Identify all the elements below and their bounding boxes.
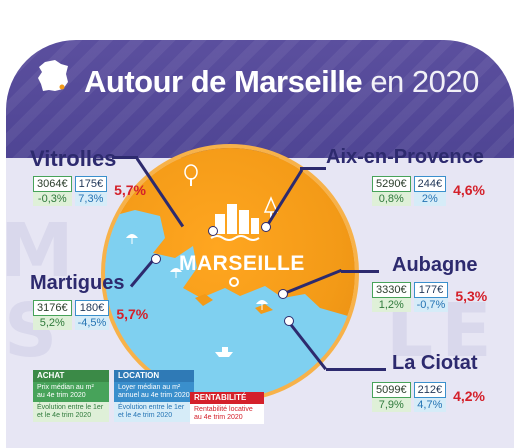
page-title: Autour de Marseille en 2020 [84, 64, 479, 100]
loyer-evolution: 2% [413, 192, 447, 206]
umbrella-icon [170, 268, 182, 278]
legend-location-line3: Évolution entre le 1er [118, 404, 185, 411]
title-main: Autour de Marseille [84, 64, 363, 99]
legend-rentabilite: RENTABILITÉ Rentabilité locative au 4e t… [190, 392, 264, 424]
rentabilite-value: 5,3% [455, 288, 488, 304]
legend-rentabilite-line1: Rentabilité locative [194, 406, 253, 413]
legend-achat-evol: Évolution entre le 1er et le 4e trim 202… [33, 402, 109, 422]
loyer-evolution: 4,7% [413, 398, 447, 412]
city-name-aix: Aix-en-Provence [326, 146, 484, 168]
france-map-icon [38, 60, 68, 91]
tree-icon [184, 164, 198, 186]
rentabilite-value: 5,7% [114, 182, 146, 198]
loyer-value: 175€ [74, 176, 108, 192]
title-year: en 2020 [370, 64, 479, 99]
connector-laciotat-h [326, 368, 386, 371]
rentabilite-value: 4,2% [453, 388, 485, 404]
legend-location-line1: Loyer médian au m² [118, 384, 181, 391]
legend-location-head: LOCATION [114, 370, 194, 382]
legend-location-evol: Évolution entre le 1er et le 4e trim 202… [114, 402, 194, 422]
legend-location-line2: annuel au 4e trim 2020 [118, 392, 190, 399]
prix-evolution: 0,8% [372, 192, 411, 206]
marker-vitrolles [208, 226, 218, 236]
stats-aix: 5290€ 0,8% 244€ 2% 4,6% [372, 176, 485, 206]
prix-value: 5099€ [372, 382, 411, 398]
city-buildings-icon [210, 204, 260, 241]
prix-value: 5290€ [372, 176, 411, 192]
marseille-marker [229, 277, 239, 287]
prix-evolution: 7,9% [372, 398, 411, 412]
legend-achat-line3: Évolution entre le 1er [37, 404, 104, 411]
stats-vitrolles: 3064€ -0,3% 175€ 7,3% 5,7% [33, 176, 146, 206]
legend-location: LOCATION Loyer médian au m² annuel au 4e… [114, 370, 194, 422]
watermark-letters-left: M [6, 208, 82, 294]
legend-achat-line1: Prix médian au m² [37, 384, 94, 391]
city-name-laciotat: La Ciotat [392, 352, 478, 374]
connector-aubagne-h [341, 270, 379, 273]
marker-laciotat [284, 316, 294, 326]
legend-location-line4: et le 4e trim 2020 [118, 412, 173, 419]
rentabilite-value: 4,6% [453, 182, 485, 198]
umbrella-icon [256, 300, 268, 310]
stats-laciotat: 5099€ 7,9% 212€ 4,7% 4,2% [372, 382, 485, 412]
prix-evolution: 1,2% [372, 298, 411, 312]
legend-achat-head: ACHAT [33, 370, 109, 382]
loyer-value: 244€ [413, 176, 447, 192]
center-city-label: MARSEILLE [179, 252, 305, 275]
loyer-evolution: 7,3% [74, 192, 108, 206]
city-name-martigues: Martigues [30, 272, 125, 294]
prix-value: 3176€ [33, 300, 72, 316]
stats-martigues: 3176€ 5,2% 180€ -4,5% 5,7% [33, 300, 148, 330]
sea-map-shape [105, 210, 355, 398]
loyer-evolution: -4,5% [74, 316, 110, 330]
legend-achat-body: Prix médian au m² au 4e trim 2020 [33, 382, 109, 402]
loyer-evolution: -0,7% [413, 298, 449, 312]
marker-aix [261, 222, 271, 232]
connector-aix-h [300, 167, 326, 170]
map-circle: MARSEILLE [105, 148, 355, 398]
legend-location-body: Loyer médian au m² annuel au 4e trim 202… [114, 382, 194, 402]
legend-achat-line4: et le 4e trim 2020 [37, 412, 92, 419]
header-pattern [6, 40, 514, 158]
legend-achat: ACHAT Prix médian au m² au 4e trim 2020 … [33, 370, 109, 422]
stats-aubagne: 3330€ 1,2% 177€ -0,7% 5,3% [372, 282, 487, 312]
rentabilite-value: 5,7% [116, 306, 149, 322]
legend-rentabilite-line2: au 4e trim 2020 [194, 414, 243, 421]
loyer-value: 212€ [413, 382, 447, 398]
loyer-value: 180€ [74, 300, 110, 316]
prix-evolution: 5,2% [33, 316, 72, 330]
prix-value: 3330€ [372, 282, 411, 298]
connector-vitrolles [112, 156, 138, 159]
legend-rentabilite-head: RENTABILITÉ [190, 392, 264, 404]
legend-rentabilite-body: Rentabilité locative au 4e trim 2020 [190, 404, 264, 424]
umbrella-icon [126, 234, 138, 244]
prix-evolution: -0,3% [33, 192, 72, 206]
city-name-aubagne: Aubagne [392, 254, 478, 276]
marker-martigues [151, 254, 161, 264]
legend-achat-line2: au 4e trim 2020 [37, 392, 86, 399]
header-band [6, 40, 514, 158]
city-name-vitrolles: Vitrolles [30, 146, 117, 171]
prix-value: 3064€ [33, 176, 72, 192]
marker-aubagne [278, 289, 288, 299]
loyer-value: 177€ [413, 282, 449, 298]
boat-icon [215, 347, 233, 357]
